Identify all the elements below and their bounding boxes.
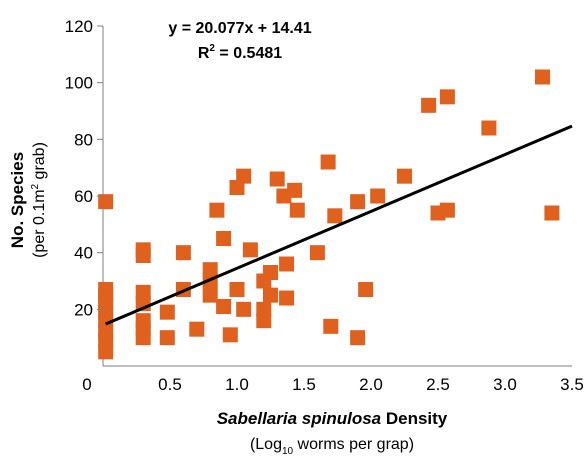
data-point xyxy=(279,256,295,272)
r2-prefix: R xyxy=(198,45,210,62)
data-point xyxy=(287,182,303,198)
data-point xyxy=(216,231,232,246)
data-point xyxy=(263,287,278,303)
data-point xyxy=(98,194,114,210)
y-tick-label: 60 xyxy=(74,187,93,206)
data-points xyxy=(98,69,560,360)
x-tick-label: 1.0 xyxy=(225,375,249,394)
data-point xyxy=(320,154,336,170)
data-point xyxy=(209,202,225,218)
x-tick-label: 1.5 xyxy=(292,375,316,394)
data-point xyxy=(135,284,151,300)
r2-superscript: 2 xyxy=(209,43,215,54)
data-point xyxy=(535,69,551,85)
data-point xyxy=(370,188,386,204)
data-point xyxy=(350,330,366,346)
data-point xyxy=(98,333,114,348)
trend-equation: y = 20.077x + 14.41 xyxy=(168,20,311,37)
data-point xyxy=(263,265,278,280)
x-tick-label: 2.0 xyxy=(359,375,383,394)
data-point xyxy=(256,301,272,317)
y-tick-label: 20 xyxy=(74,300,93,319)
trend-line xyxy=(105,124,573,326)
x-tick-label: 2.5 xyxy=(426,375,450,394)
xsub-subscript: 10 xyxy=(282,446,294,457)
r2-value: = 0.5481 xyxy=(215,45,282,62)
y-axis-title: No. Species xyxy=(8,152,27,248)
x-tick-label: 0 xyxy=(82,375,91,394)
x-tick-label: 3.5 xyxy=(560,375,584,394)
data-point xyxy=(358,282,374,297)
y-axis-subtitle: (per 0.1m2 grab) xyxy=(30,142,48,258)
data-point xyxy=(327,208,343,224)
data-point xyxy=(229,180,245,195)
data-point xyxy=(397,168,412,184)
x-axis-subtitle: (Log10 worms per grap) xyxy=(250,436,414,457)
r-squared-label: R2 = 0.5481 xyxy=(198,43,282,62)
data-point xyxy=(242,242,258,258)
ysub-post: grab) xyxy=(31,142,48,184)
x-axis-title: Sabellaria spinulosa Density xyxy=(217,409,448,428)
data-point xyxy=(159,330,175,346)
y-tick-label: 100 xyxy=(65,74,93,93)
x-tick-label: 0.5 xyxy=(158,375,182,394)
x-tick-label: 3.0 xyxy=(493,375,517,394)
data-point xyxy=(202,287,218,303)
data-point xyxy=(159,304,175,320)
ysub-superscript: 2 xyxy=(30,183,41,189)
data-point xyxy=(98,344,114,360)
data-point xyxy=(98,313,114,329)
data-point xyxy=(236,168,252,184)
xsub-pre: (Log xyxy=(250,436,282,453)
data-point xyxy=(323,318,339,334)
data-point xyxy=(421,97,437,113)
data-point xyxy=(236,301,252,317)
data-point xyxy=(216,299,232,314)
data-point xyxy=(256,313,272,329)
y-tick-label: 40 xyxy=(74,244,93,263)
data-point xyxy=(439,89,455,105)
y-tick-label: 80 xyxy=(74,130,93,149)
data-point xyxy=(481,120,497,136)
data-point xyxy=(135,248,151,263)
y-tick-label: 120 xyxy=(65,17,93,36)
y-tick-labels: 20 40 60 80 100 120 xyxy=(65,17,103,319)
data-point xyxy=(189,321,205,337)
xsub-post: worms per grap) xyxy=(293,436,414,453)
data-point xyxy=(222,327,238,343)
data-point xyxy=(309,245,325,261)
x-tick-labels: 0 0.5 1.0 1.5 2.0 2.5 3.0 3.5 xyxy=(82,375,584,394)
data-point xyxy=(229,282,245,297)
data-point xyxy=(175,245,191,261)
data-point xyxy=(202,262,218,278)
xlabel-rest: Density xyxy=(381,409,448,428)
data-point xyxy=(289,202,305,218)
xlabel-italic: Sabellaria spinulosa xyxy=(217,409,381,428)
data-point xyxy=(269,171,285,187)
data-point xyxy=(135,330,151,346)
data-point xyxy=(439,202,455,218)
data-point xyxy=(350,194,366,210)
ysub-pre: (per 0.1m xyxy=(31,189,48,257)
data-point xyxy=(279,290,295,306)
data-point xyxy=(544,205,560,221)
